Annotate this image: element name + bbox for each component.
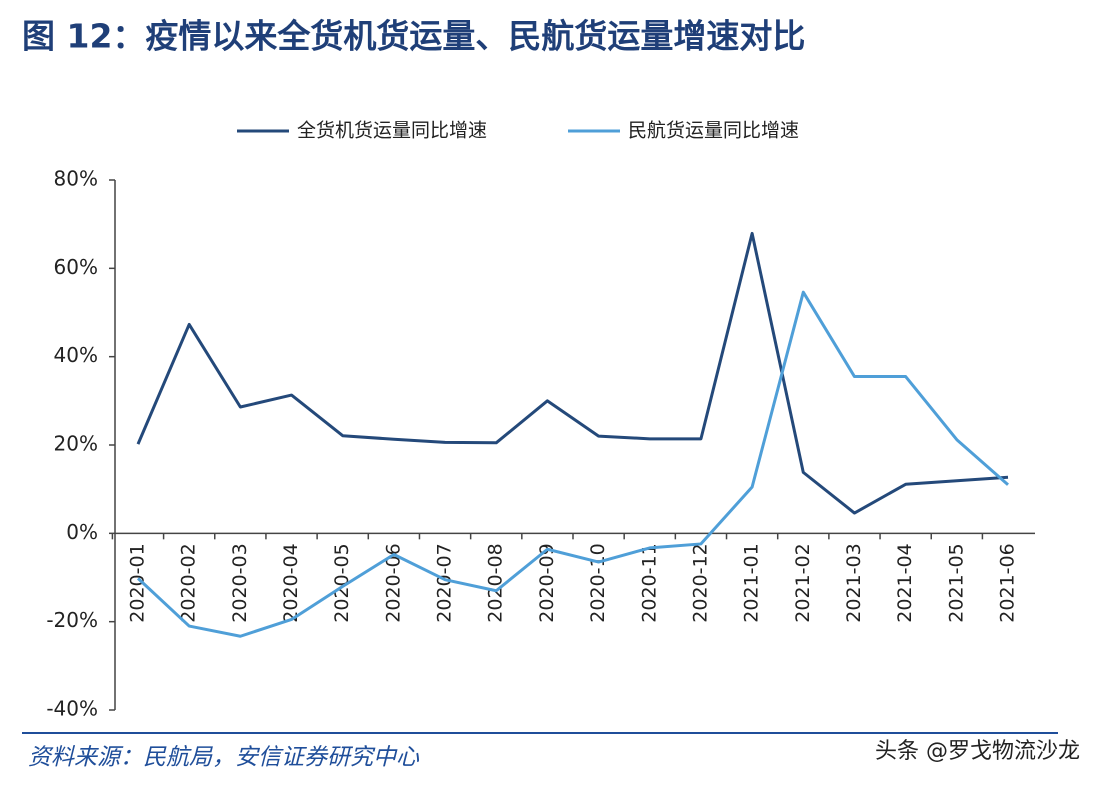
x-tick-label: 2020-05 <box>331 543 353 622</box>
y-tick-label: 20% <box>54 432 98 456</box>
x-tick-label: 2021-04 <box>894 543 916 622</box>
y-tick-label: 80% <box>54 167 98 191</box>
series-line <box>136 231 1009 515</box>
x-tick-label: 2020-08 <box>485 543 507 622</box>
x-tick-label: 2021-01 <box>741 543 763 622</box>
y-tick-label: -40% <box>46 697 98 721</box>
x-tick-label: 2020-04 <box>280 543 302 622</box>
title: 图 12：疫情以来全货机货运量、民航货运量增速对比 <box>22 17 805 56</box>
x-tick-label: 2020-12 <box>689 543 711 622</box>
legend-item: 民航货运量同比增速 <box>568 120 799 142</box>
x-tick-label: 2021-03 <box>843 543 865 622</box>
x-tick-label: 2020-10 <box>587 543 609 622</box>
x-tick-label: 2021-05 <box>945 543 967 622</box>
source: 资料来源：民航局，安信证券研究中心 <box>28 745 420 771</box>
watermark: 头条 @罗戈物流沙龙 <box>875 739 1080 764</box>
x-tick-label: 2020-02 <box>178 543 200 622</box>
x-tick-label: 2020-09 <box>536 543 558 622</box>
y-tick-label: 60% <box>54 255 98 279</box>
legend-item: 全货机货运量同比增速 <box>237 120 487 142</box>
y-tick-label: -20% <box>46 608 98 632</box>
y-tick-label: 0% <box>66 520 98 544</box>
x-tick-label: 2020-11 <box>638 543 660 622</box>
x-tick-label: 2020-01 <box>127 543 149 622</box>
x-tick-label: 2021-02 <box>792 543 814 622</box>
x-tick-label: 2020-06 <box>382 543 404 622</box>
x-tick-label: 2020-03 <box>229 543 251 622</box>
legend-label: 民航货运量同比增速 <box>628 120 799 142</box>
y-tick-label: 40% <box>54 343 98 367</box>
x-tick-label: 2021-06 <box>997 543 1019 622</box>
series-line <box>136 290 1009 638</box>
x-tick-label: 2020-07 <box>434 543 456 622</box>
legend-label: 全货机货运量同比增速 <box>297 120 487 142</box>
